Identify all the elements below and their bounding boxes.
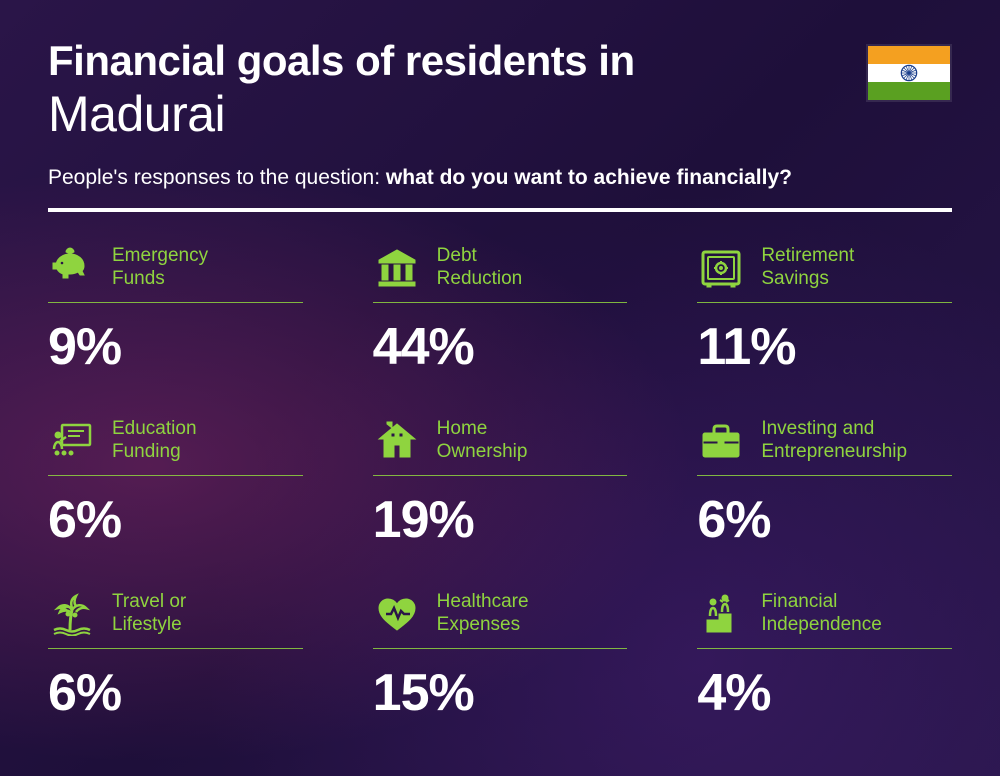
goal-label-line2: Funding xyxy=(112,441,197,464)
goal-label: EmergencyFunds xyxy=(112,245,208,291)
goal-item: Investing andEntrepreneurship 6% xyxy=(697,417,952,550)
goal-label-line2: Expenses xyxy=(437,614,529,637)
subtitle-lead: People's responses to the question: xyxy=(48,166,386,189)
goal-item-header: Investing andEntrepreneurship xyxy=(697,417,952,465)
goal-label-line2: Lifestyle xyxy=(112,614,186,637)
title-prefix: Financial goals of residents in xyxy=(48,38,952,84)
goal-percent: 6% xyxy=(697,490,952,550)
goal-divider xyxy=(373,475,628,476)
briefcase-icon xyxy=(697,419,745,463)
goal-item: Travel orLifestyle 6% xyxy=(48,590,303,723)
goal-divider xyxy=(373,648,628,649)
goal-percent: 11% xyxy=(697,317,952,377)
goal-label-line1: Home xyxy=(437,418,528,441)
goal-item-header: HomeOwnership xyxy=(373,417,628,465)
goal-label-line1: Financial xyxy=(761,591,881,614)
goal-label-line2: Entrepreneurship xyxy=(761,441,907,464)
goal-divider xyxy=(48,302,303,303)
india-flag-icon xyxy=(866,44,952,102)
goal-label-line2: Independence xyxy=(761,614,881,637)
palm-icon xyxy=(48,592,96,636)
goal-item: FinancialIndependence 4% xyxy=(697,590,952,723)
goal-item-header: EducationFunding xyxy=(48,417,303,465)
goal-divider xyxy=(48,475,303,476)
goal-item-header: DebtReduction xyxy=(373,244,628,292)
goal-divider xyxy=(697,475,952,476)
safe-icon xyxy=(697,246,745,290)
subtitle-question: what do you want to achieve financially? xyxy=(386,166,792,189)
heart-icon xyxy=(373,592,421,636)
subtitle: People's responses to the question: what… xyxy=(48,166,952,190)
goal-divider xyxy=(697,648,952,649)
bank-icon xyxy=(373,246,421,290)
goal-divider xyxy=(48,648,303,649)
goal-percent: 19% xyxy=(373,490,628,550)
goal-label-line1: Travel or xyxy=(112,591,186,614)
goal-label-line2: Reduction xyxy=(437,268,523,291)
goal-label-line1: Retirement xyxy=(761,245,854,268)
goal-label: Travel orLifestyle xyxy=(112,591,186,637)
goal-divider xyxy=(697,302,952,303)
goal-percent: 9% xyxy=(48,317,303,377)
goal-percent: 6% xyxy=(48,490,303,550)
goal-label: FinancialIndependence xyxy=(761,591,881,637)
goal-percent: 15% xyxy=(373,663,628,723)
goal-item: RetirementSavings 11% xyxy=(697,244,952,377)
goal-label: DebtReduction xyxy=(437,245,523,291)
header: Financial goals of residents in Madurai … xyxy=(48,38,952,212)
goal-item: HealthcareExpenses 15% xyxy=(373,590,628,723)
goal-label: HomeOwnership xyxy=(437,418,528,464)
house-icon xyxy=(373,419,421,463)
goal-label-line2: Savings xyxy=(761,268,854,291)
flag-saffron-stripe xyxy=(868,46,950,64)
goal-label-line1: Healthcare xyxy=(437,591,529,614)
title-city: Madurai xyxy=(48,86,952,144)
header-divider xyxy=(48,208,952,212)
goal-item: DebtReduction 44% xyxy=(373,244,628,377)
goal-percent: 6% xyxy=(48,663,303,723)
goal-label: HealthcareExpenses xyxy=(437,591,529,637)
goal-item-header: EmergencyFunds xyxy=(48,244,303,292)
education-icon xyxy=(48,419,96,463)
goal-label-line1: Emergency xyxy=(112,245,208,268)
goal-label-line2: Ownership xyxy=(437,441,528,464)
goal-percent: 44% xyxy=(373,317,628,377)
goal-label-line2: Funds xyxy=(112,268,208,291)
goal-item: HomeOwnership 19% xyxy=(373,417,628,550)
goal-item: EmergencyFunds 9% xyxy=(48,244,303,377)
goal-item-header: RetirementSavings xyxy=(697,244,952,292)
goal-label: RetirementSavings xyxy=(761,245,854,291)
goal-percent: 4% xyxy=(697,663,952,723)
goal-label: Investing andEntrepreneurship xyxy=(761,418,907,464)
piggy-bank-icon xyxy=(48,246,96,290)
goal-item-header: Travel orLifestyle xyxy=(48,590,303,638)
goal-label-line1: Education xyxy=(112,418,197,441)
goal-label-line1: Debt xyxy=(437,245,523,268)
flag-green-stripe xyxy=(868,82,950,100)
ashoka-chakra-icon xyxy=(900,64,918,82)
infographic-container: Financial goals of residents in Madurai … xyxy=(0,0,1000,776)
goal-divider xyxy=(373,302,628,303)
goals-grid: EmergencyFunds 9% DebtReduction 44% Retireme… xyxy=(48,244,952,723)
goal-label-line1: Investing and xyxy=(761,418,907,441)
goal-item: EducationFunding 6% xyxy=(48,417,303,550)
goal-label: EducationFunding xyxy=(112,418,197,464)
goal-item-header: FinancialIndependence xyxy=(697,590,952,638)
goal-item-header: HealthcareExpenses xyxy=(373,590,628,638)
podium-icon xyxy=(697,592,745,636)
